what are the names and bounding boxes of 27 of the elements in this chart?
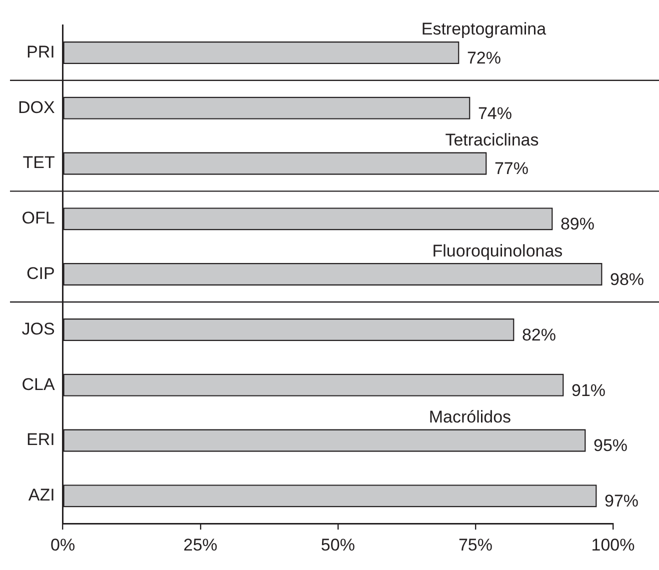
y-tick-label: AZI <box>28 486 55 505</box>
y-tick-label: OFL <box>22 208 55 228</box>
y-tick-label: JOS <box>22 319 55 338</box>
y-tick-label: CIP <box>26 264 55 283</box>
data-label: 95% <box>593 436 628 456</box>
x-tick-label: 50% <box>320 535 355 554</box>
y-tick-label: ERI <box>26 430 55 450</box>
data-label: 74% <box>478 104 512 123</box>
y-tick-label: TET <box>22 153 55 172</box>
x-tick-label: 100% <box>591 535 635 554</box>
data-label: 91% <box>571 380 606 400</box>
x-tick-label: 0% <box>50 535 76 554</box>
data-label: 77% <box>494 159 528 178</box>
y-tick-label: PRI <box>26 42 55 62</box>
data-label: 97% <box>604 492 639 511</box>
data-label: 98% <box>610 270 644 289</box>
y-tick-label: CLA <box>22 374 56 394</box>
y-tick-label: DOX <box>18 98 55 117</box>
annotation: Fluoroquinolonas <box>432 241 563 260</box>
annotation: Tetraciclinas <box>445 130 539 150</box>
data-label: 89% <box>560 214 595 234</box>
x-tick-label: 25% <box>183 535 218 554</box>
annotation: Estreptogramina <box>421 20 547 39</box>
x-tick-label: 75% <box>458 535 492 554</box>
data-label: 72% <box>466 48 501 68</box>
data-label: 82% <box>522 325 556 344</box>
annotation: Macrólidos <box>428 408 512 426</box>
